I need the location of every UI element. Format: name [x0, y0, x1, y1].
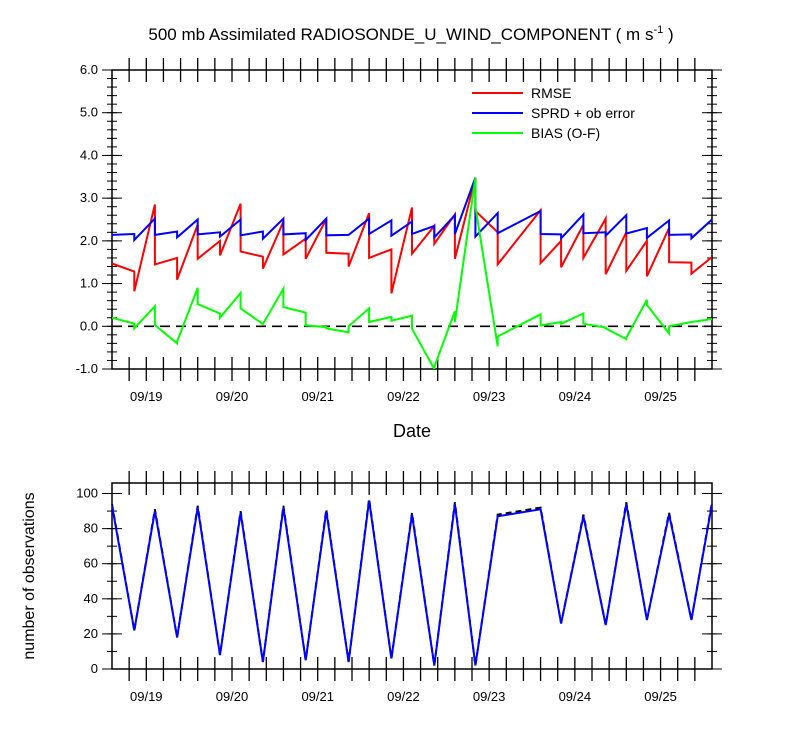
series-line-1	[112, 177, 712, 294]
x-tick-label: 09/23	[473, 689, 506, 704]
x-axis-label: Date	[393, 421, 431, 441]
chart-panel-2: 0 20 40 60 80 100 09/19 09/20 09/21 09/22 09/23 09/…	[21, 471, 722, 704]
y-tick-label: 2.0	[80, 233, 98, 248]
x-tick-label: 09/25	[644, 689, 677, 704]
series-line-2	[112, 177, 712, 243]
x-tick-label: 09/24	[559, 389, 592, 404]
y-tick-label: 3.0	[80, 190, 98, 205]
y-tick-label: 20	[84, 626, 98, 641]
chart-title: 500 mb Assimilated RADIOSONDE_U_WIND_COM…	[148, 24, 673, 44]
chart-panel-1: -1.0 0.0 1.0 2.0 3.0 4.0 5.0 6.0 09/19 09/20 09/21…	[76, 24, 722, 441]
x-tick-label: 09/20	[216, 689, 249, 704]
legend-label-1: RMSE	[531, 85, 571, 101]
y-tick-label: 6.0	[80, 62, 98, 77]
y-tick-label: 1.0	[80, 276, 98, 291]
y-tick-label: 5.0	[80, 105, 98, 120]
legend-label-3: BIAS (O-F)	[531, 125, 600, 141]
y-tick-label: 0.0	[80, 318, 98, 333]
y-tick-label: -1.0	[76, 361, 98, 376]
x-tick-label: 09/22	[387, 689, 420, 704]
y-tick-label: 80	[84, 521, 98, 536]
x-tick-label: 09/22	[387, 389, 420, 404]
y-tick-label: 100	[76, 486, 98, 501]
x-tick-label: 09/21	[301, 389, 334, 404]
x-tick-label: 09/19	[130, 389, 163, 404]
x-tick-label: 09/25	[644, 389, 677, 404]
legend-label-2: SPRD + ob error	[531, 105, 635, 121]
plot-frame	[111, 482, 713, 670]
series-line-2	[112, 500, 712, 666]
y-axis-label: number of observations	[21, 492, 38, 659]
y-tick-label: 60	[84, 556, 98, 571]
x-tick-label: 09/19	[130, 689, 163, 704]
series-line-3	[112, 177, 712, 369]
y-tick-label: 4.0	[80, 147, 98, 162]
x-tick-label: 09/24	[559, 689, 592, 704]
y-tick-label: 0	[91, 661, 98, 676]
y-tick-label: 40	[84, 591, 98, 606]
x-tick-label: 09/21	[301, 689, 334, 704]
x-tick-label: 09/23	[473, 389, 506, 404]
x-tick-label: 09/20	[216, 389, 249, 404]
